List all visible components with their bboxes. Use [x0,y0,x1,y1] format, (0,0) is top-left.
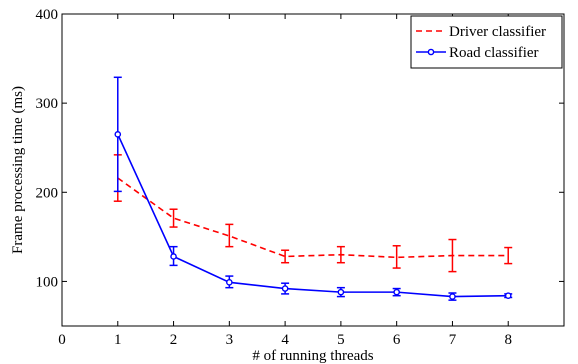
data-point [114,131,122,138]
x-tick-label: 8 [504,332,512,348]
legend-marker [427,48,435,56]
legend-label: Driver classifier [449,24,546,40]
x-tick-label: 6 [393,332,401,348]
series-road-classifier [113,76,513,301]
legend: Driver classifier Road classifier [410,15,563,69]
data-point [504,292,512,299]
legend-box [410,15,563,69]
x-tick-label: 7 [449,332,457,348]
y-axis-title: Frame processing time (ms) [10,86,26,254]
series-layer [113,76,513,301]
legend-label: Road classifier [449,45,539,61]
y-tick-label: 400 [36,7,59,23]
data-point [281,285,289,292]
x-tick-label: 5 [337,332,345,348]
x-tick-label: 0 [58,332,66,348]
y-tick-label: 100 [36,274,59,290]
data-point [226,279,233,286]
y-tick-label: 200 [36,185,59,201]
x-tick-label: 3 [226,332,234,348]
data-point [170,253,177,260]
legend-items: Driver classifier Road classifier [416,24,546,61]
axis-ticks [61,13,564,326]
x-tick-label: 4 [281,332,289,348]
x-axis-title: # of running threads [252,348,373,364]
data-point [393,288,400,296]
x-tick-label: 2 [170,332,178,348]
data-point [449,293,456,300]
x-tick-label: 1 [114,332,122,348]
data-point [337,288,345,296]
series-line [117,134,509,298]
y-tick-label: 300 [36,96,59,112]
series-line [117,177,509,259]
tick-labels: 0 1 2 3 4 5 6 7 8 100 200 300 400 [36,7,512,348]
